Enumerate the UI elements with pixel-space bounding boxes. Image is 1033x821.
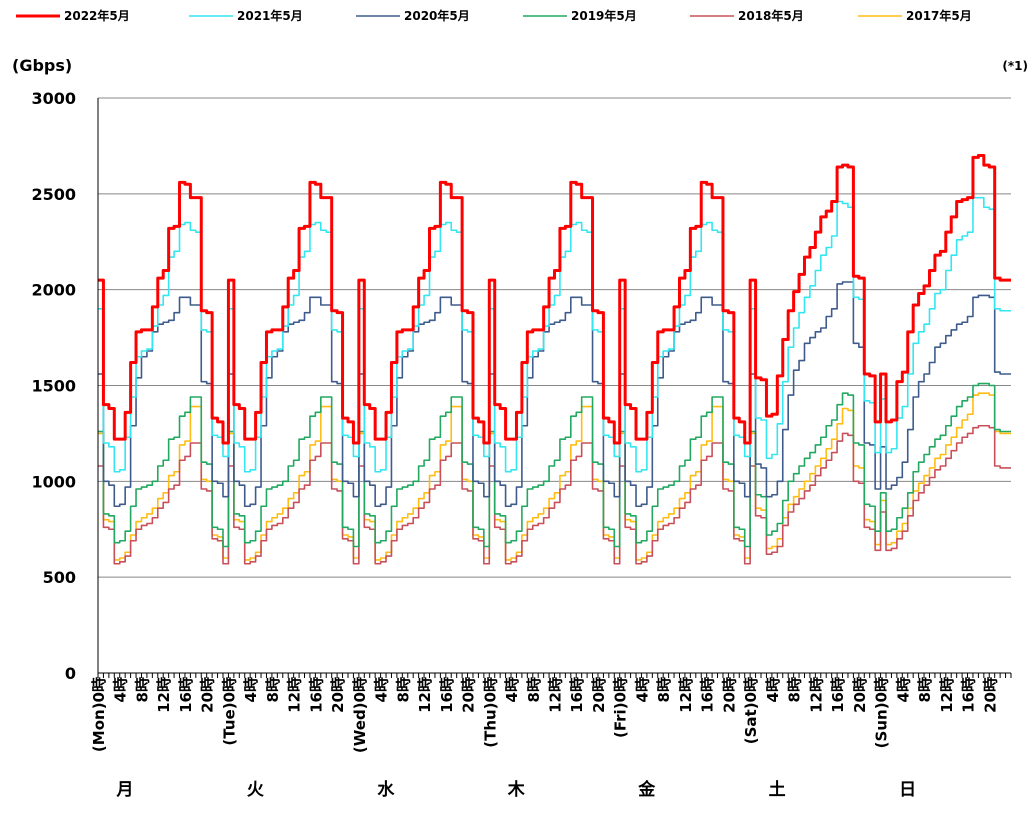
day-label: 月 (116, 780, 134, 800)
series-line (98, 281, 1011, 508)
legend: 2022年5月 2021年5月 2020年5月 2019年5月 2018年5月 2017年… (16, 8, 972, 23)
legend-label: 2017年5月 (906, 8, 972, 23)
y-tick-label: 500 (43, 568, 76, 587)
x-tick-label: 12時 (547, 677, 565, 713)
x-tick-label: 4時 (764, 677, 782, 702)
x-tick-label: (Wed)0時 (351, 677, 369, 753)
y-tick-label: 1500 (31, 377, 76, 396)
x-tick-label: 8時 (133, 677, 151, 702)
x-tick-label: 4時 (503, 677, 521, 702)
x-tick-label: 8時 (916, 677, 934, 702)
x-tick-label: 12時 (286, 677, 304, 713)
x-tick-label: 16時 (177, 677, 195, 713)
day-label: 木 (507, 779, 526, 800)
x-tick-label: 4時 (373, 677, 391, 702)
legend-label: 2018年5月 (738, 8, 804, 23)
y-tick-label: 2500 (31, 185, 76, 204)
x-tick-label: 20時 (720, 677, 738, 713)
x-tick-label: 12時 (938, 677, 956, 713)
x-tick-label: 20時 (590, 677, 608, 713)
x-tick-label: 8時 (264, 677, 282, 702)
x-axis-ticks (97, 673, 1012, 678)
x-tick-label: (Thu)0時 (481, 677, 499, 748)
day-label: 水 (377, 779, 395, 800)
x-tick-label: 16時 (829, 677, 847, 713)
day-label: 火 (247, 780, 265, 800)
x-tick-label: 8時 (525, 677, 543, 702)
x-tick-label: 16時 (960, 677, 978, 713)
x-tick-label: 4時 (633, 677, 651, 702)
footnote-marker: (*1) (1002, 59, 1028, 73)
x-tick-label: 12時 (677, 677, 695, 713)
series-line (98, 154, 1011, 445)
legend-label: 2021年5月 (237, 8, 303, 23)
day-label: 金 (637, 779, 656, 800)
y-tick-label: 1000 (31, 472, 76, 491)
x-tick-label: (Fri)0時 (612, 677, 630, 738)
x-tick-label: 16時 (438, 677, 456, 713)
x-tick-label: 16時 (307, 677, 325, 713)
x-tick-label: (Tue)0時 (220, 677, 238, 746)
x-tick-label: 20時 (851, 677, 869, 713)
x-tick-label: 8時 (655, 677, 673, 702)
x-tick-label: 20時 (460, 677, 478, 713)
y-axis-unit-label: (Gbps) (12, 56, 72, 75)
x-tick-label: 12時 (155, 677, 173, 713)
x-tick-label: 20時 (329, 677, 347, 713)
legend-label: 2019年5月 (571, 8, 637, 23)
x-tick-label: 16時 (699, 677, 717, 713)
x-tick-label: 16時 (568, 677, 586, 713)
x-tick-label: 8時 (394, 677, 412, 702)
x-tick-label: 20時 (199, 677, 217, 713)
x-tick-label: 4時 (242, 677, 260, 702)
day-label: 土 (769, 779, 786, 800)
series-line (98, 382, 1011, 548)
x-tick-label: 12時 (416, 677, 434, 713)
x-tick-label: (Sun)0時 (873, 677, 891, 748)
y-axis-tick-labels: 0 500 1000 1500 2000 2500 3000 (31, 89, 76, 683)
x-tick-label: 8時 (786, 677, 804, 702)
x-axis-tick-labels: (Mon)0時 4時 8時 12時 16時 20時 (Tue)0時 4時 8時 12時 16時 20時… (90, 677, 999, 753)
x-tick-label: 4時 (894, 677, 912, 702)
y-tick-label: 0 (65, 664, 76, 683)
series-line (98, 392, 1011, 561)
x-tick-label: 12時 (807, 677, 825, 713)
y-tick-label: 3000 (31, 89, 76, 108)
x-tick-label: (Mon)0時 (90, 677, 108, 752)
day-label: 日 (899, 780, 916, 800)
day-labels: 月火水木金土日 (116, 779, 917, 800)
x-tick-label: 4時 (112, 677, 130, 702)
series-lines (98, 154, 1011, 565)
series-line (98, 424, 1011, 565)
y-tick-label: 2000 (31, 281, 76, 300)
x-tick-label: (Sat)0時 (742, 677, 760, 744)
legend-label: 2020年5月 (404, 8, 470, 23)
x-tick-label: 20時 (981, 677, 999, 713)
legend-label: 2022年5月 (64, 8, 130, 23)
